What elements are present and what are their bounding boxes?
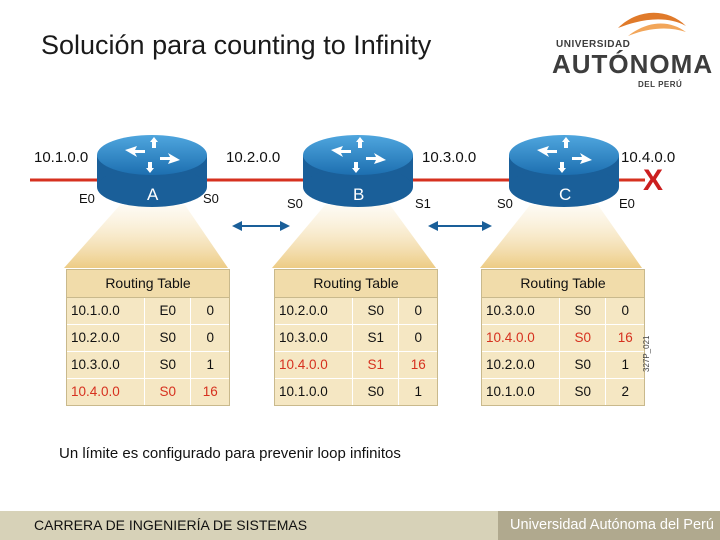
exchange-arrow-ab-icon: [232, 221, 290, 231]
figure-id: 327P_021: [642, 335, 651, 372]
route-interface-cell: S0: [560, 325, 607, 351]
logo-swoosh-icon: [618, 12, 686, 36]
route-hop-cell: 0: [606, 298, 644, 324]
table-row: 10.4.0.0 S0 16: [482, 325, 644, 352]
university-logo: UNIVERSIDAD AUTÓNOMA DEL PERÚ: [548, 6, 712, 96]
table-row: 10.1.0.0 S0 2: [482, 379, 644, 405]
beam-c: [480, 205, 642, 268]
table-row: 10.4.0.0 S1 16: [275, 352, 437, 379]
table-row: 10.3.0.0 S0 1: [67, 352, 229, 379]
route-interface-cell: S0: [560, 298, 607, 324]
route-network-cell: 10.1.0.0: [67, 298, 146, 324]
routing-table-header: Routing Table: [482, 270, 644, 298]
router-b: [303, 135, 413, 207]
route-network-cell: 10.1.0.0: [482, 379, 561, 405]
network-label-4: 10.4.0.0: [621, 149, 676, 166]
route-hop-cell: 16: [606, 325, 644, 351]
route-network-cell: 10.4.0.0: [275, 352, 354, 378]
logo-main-text: AUTÓNOMA: [552, 49, 714, 79]
table-row: 10.2.0.0 S0 0: [275, 298, 437, 325]
route-network-cell: 10.3.0.0: [275, 325, 354, 351]
route-hop-cell: 1: [191, 352, 229, 378]
route-hop-cell: 1: [606, 352, 644, 378]
slide-caption: Un límite es configurado para prevenir l…: [59, 445, 401, 462]
router-a-left-interface: E0: [79, 191, 95, 206]
network-label-1: 10.1.0.0: [34, 149, 89, 166]
table-row: 10.3.0.0 S1 0: [275, 325, 437, 352]
table-row: 10.3.0.0 S0 0: [482, 298, 644, 325]
table-row: 10.1.0.0 E0 0: [67, 298, 229, 325]
router-a-right-interface: S0: [203, 191, 219, 206]
route-hop-cell: 0: [399, 298, 437, 324]
footer-left-panel: CARRERA DE INGENIERÍA DE SISTEMAS: [0, 511, 498, 540]
router-c-left-interface: S0: [497, 196, 513, 211]
router-c-label: C: [559, 185, 572, 204]
router-b-right-interface: S1: [415, 196, 431, 211]
route-network-cell: 10.3.0.0: [482, 298, 561, 324]
route-network-cell: 10.2.0.0: [67, 325, 146, 351]
logo-sub-text: DEL PERÚ: [638, 80, 683, 89]
footer-left-text: CARRERA DE INGENIERÍA DE SISTEMAS: [34, 517, 308, 533]
footer-right-text: Universidad Autónoma del Perú: [510, 517, 714, 533]
network-label-2: 10.2.0.0: [226, 149, 281, 166]
route-hop-cell: 0: [191, 325, 229, 351]
route-hop-cell: 2: [606, 379, 644, 405]
route-network-cell: 10.1.0.0: [275, 379, 354, 405]
routing-table-header: Routing Table: [67, 270, 229, 298]
route-interface-cell: S1: [353, 352, 400, 378]
route-interface-cell: S0: [145, 379, 192, 405]
route-hop-cell: 1: [399, 379, 437, 405]
route-network-cell: 10.2.0.0: [482, 352, 561, 378]
route-network-cell: 10.4.0.0: [67, 379, 146, 405]
route-interface-cell: E0: [145, 298, 192, 324]
route-interface-cell: S1: [353, 325, 400, 351]
route-network-cell: 10.3.0.0: [67, 352, 146, 378]
network-label-3: 10.3.0.0: [422, 149, 477, 166]
router-a-label: A: [147, 185, 159, 204]
table-row: 10.4.0.0 S0 16: [67, 379, 229, 405]
network-diagram: [30, 135, 645, 268]
logo-top-text: UNIVERSIDAD: [556, 39, 631, 50]
route-network-cell: 10.2.0.0: [275, 298, 354, 324]
route-interface-cell: S0: [560, 352, 607, 378]
route-hop-cell: 0: [399, 325, 437, 351]
router-b-left-interface: S0: [287, 196, 303, 211]
route-interface-cell: S0: [145, 325, 192, 351]
exchange-arrow-bc-icon: [428, 221, 492, 231]
route-interface-cell: S0: [560, 379, 607, 405]
table-row: 10.2.0.0 S0 1: [482, 352, 644, 379]
router-a: [97, 135, 207, 207]
router-c: [509, 135, 619, 207]
table-row: 10.2.0.0 S0 0: [67, 325, 229, 352]
routing-table-b: Routing Table 10.2.0.0 S0 0 10.3.0.0 S1 0 10.4…: [274, 269, 438, 406]
beam-a: [64, 205, 228, 268]
router-b-label: B: [353, 185, 365, 204]
beam-b: [272, 205, 436, 268]
link-failure-icon: X: [643, 164, 664, 197]
slide-title: Solución para counting to Infinity: [41, 30, 432, 60]
route-hop-cell: 0: [191, 298, 229, 324]
routing-table-header: Routing Table: [275, 270, 437, 298]
route-hop-cell: 16: [191, 379, 229, 405]
routing-table-c: Routing Table 10.3.0.0 S0 0 10.4.0.0 S0 16 10.…: [481, 269, 645, 406]
router-c-right-interface: E0: [619, 196, 635, 211]
route-interface-cell: S0: [145, 352, 192, 378]
routing-table-a: Routing Table 10.1.0.0 E0 0 10.2.0.0 S0 0 10.3…: [66, 269, 230, 406]
route-network-cell: 10.4.0.0: [482, 325, 561, 351]
route-interface-cell: S0: [353, 379, 400, 405]
footer-bar: CARRERA DE INGENIERÍA DE SISTEMAS Univer…: [0, 511, 720, 540]
route-interface-cell: S0: [353, 298, 400, 324]
table-row: 10.1.0.0 S0 1: [275, 379, 437, 405]
route-hop-cell: 16: [399, 352, 437, 378]
